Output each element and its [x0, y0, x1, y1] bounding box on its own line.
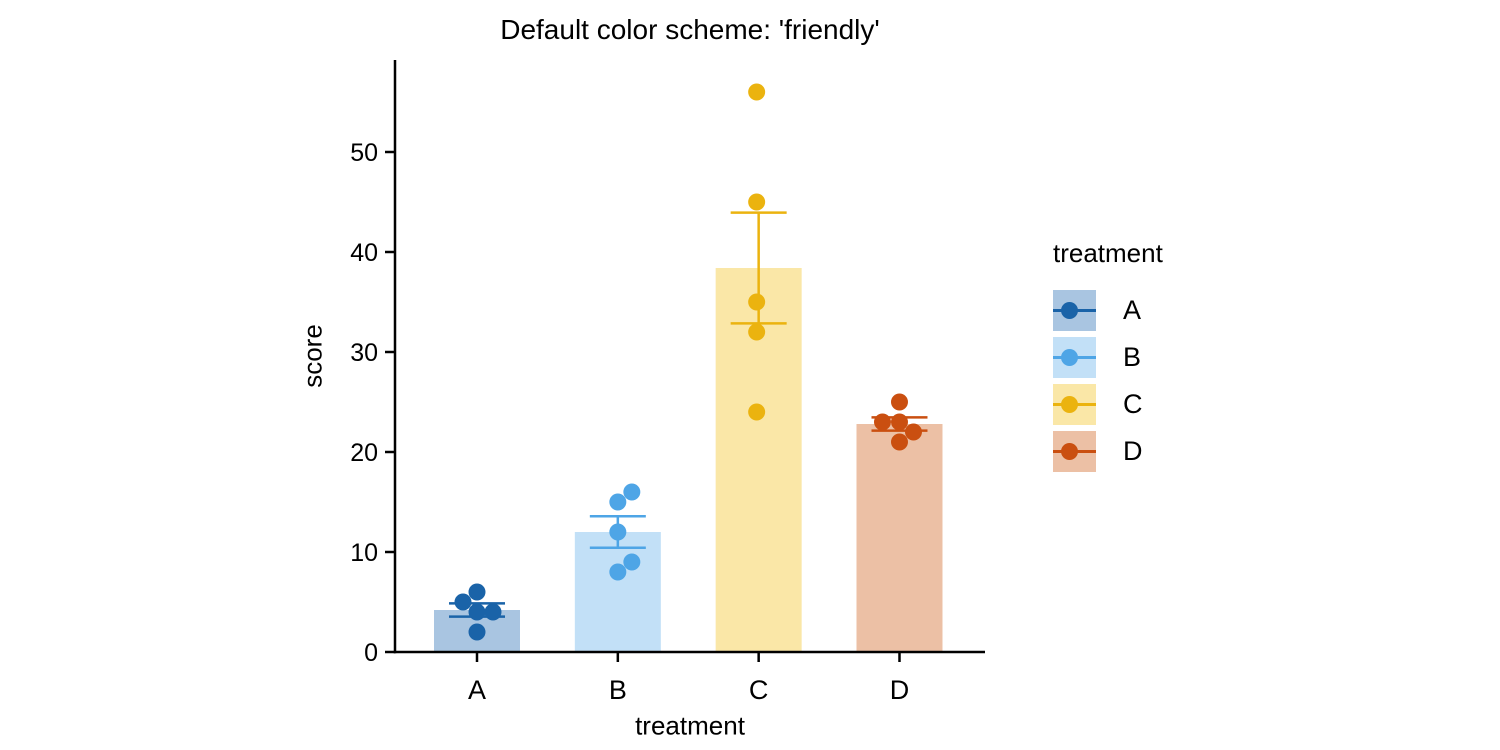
data-point-B: [609, 493, 627, 511]
data-point-D: [890, 393, 908, 411]
data-point-B: [609, 563, 627, 581]
legend-title: treatment: [1053, 238, 1163, 268]
y-tick-label: 10: [350, 539, 378, 567]
legend-swatch-B: [1053, 337, 1096, 378]
legend-point-icon: [1061, 443, 1078, 460]
data-point-D: [890, 433, 908, 451]
y-tick-label: 30: [350, 339, 378, 367]
data-point-C: [748, 403, 766, 421]
y-tick-label: 20: [350, 439, 378, 467]
chart-title: Default color scheme: 'friendly': [500, 14, 880, 45]
x-tick-label: B: [609, 675, 627, 705]
legend-point-icon: [1061, 349, 1078, 366]
bar-D: [856, 424, 943, 652]
legend-swatch-A: [1053, 290, 1096, 331]
legend-label-D: D: [1123, 436, 1143, 466]
data-point-D: [904, 423, 922, 441]
legend-point-icon: [1061, 302, 1078, 319]
data-point-B: [623, 553, 641, 571]
legend-label-B: B: [1123, 342, 1142, 372]
bar-B: [574, 532, 661, 652]
legend-label-A: A: [1123, 295, 1142, 325]
data-point-A: [484, 603, 502, 621]
legend-item-A: A: [1053, 290, 1163, 331]
legend-label-C: C: [1123, 389, 1143, 419]
legend-item-D: D: [1053, 431, 1163, 472]
y-tick-label: 0: [364, 639, 378, 667]
data-point-A: [468, 623, 486, 641]
data-point-A: [468, 583, 486, 601]
x-tick-label: A: [468, 675, 486, 705]
legend-swatch-D: [1053, 431, 1096, 472]
y-axis-title: score: [297, 324, 328, 388]
data-point-C: [748, 323, 766, 341]
legend-swatch-C: [1053, 384, 1096, 425]
data-point-B: [623, 483, 641, 501]
legend-item-C: C: [1053, 384, 1163, 425]
data-point-C: [748, 193, 766, 211]
legend-item-B: B: [1053, 337, 1163, 378]
data-point-A: [454, 593, 472, 611]
y-tick-label: 50: [350, 139, 378, 167]
data-point-C: [748, 293, 766, 311]
x-axis-title: treatment: [635, 710, 745, 741]
data-point-C: [748, 83, 766, 101]
data-point-B: [609, 523, 627, 541]
data-point-A: [468, 603, 486, 621]
data-point-D: [890, 413, 908, 431]
data-point-D: [873, 413, 891, 431]
x-tick-label: D: [890, 675, 910, 705]
x-tick-label: C: [749, 675, 769, 705]
legend-point-icon: [1061, 396, 1078, 413]
y-tick-label: 40: [350, 239, 378, 267]
